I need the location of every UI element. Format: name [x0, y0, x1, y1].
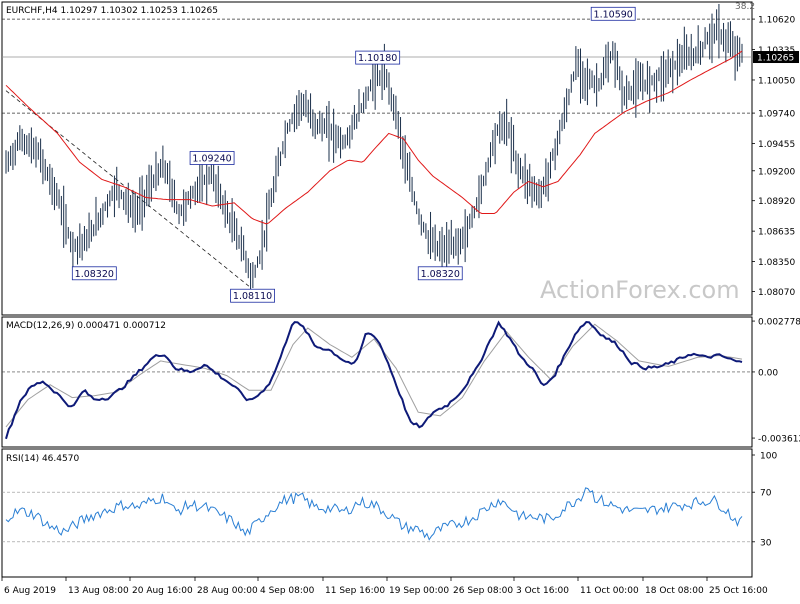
price-annotation: 1.10180: [355, 50, 401, 65]
macd-signal-line: [5, 323, 743, 428]
annotation-box: [417, 266, 463, 281]
macd-layer: [2, 320, 752, 440]
rsi-tick-label: 30: [760, 538, 772, 548]
price-annotations: 1.08320 1.09240 1.08110 1.10180 1.08320 1.105…: [71, 6, 636, 303]
chart-title: EURCHF,H4 1.10297 1.10302 1.10253 1.1026…: [6, 6, 218, 16]
x-tick-label: 11 Sep 16:00: [325, 586, 385, 596]
price-tick-label: 1.08070: [758, 288, 795, 298]
macd-panel-frame: [1, 316, 753, 448]
price-tick-label: 1.08635: [758, 228, 795, 238]
x-tick-label: 20 Aug 16:00: [132, 586, 193, 596]
annotation-box: [355, 50, 401, 65]
macd-line: [5, 320, 743, 440]
macd-label: MACD(12,26,9) 0.000471 0.000712: [6, 321, 166, 331]
annotation-box: [590, 6, 636, 21]
x-tick-label: 4 Sep 08:00: [260, 586, 315, 596]
rsi-panel-frame: [1, 448, 753, 578]
price-tick-label: 1.10620: [758, 16, 795, 26]
price-axis: 1.106201.103351.100501.097401.094551.092…: [752, 16, 799, 298]
annotation-text: 1.08320: [421, 269, 460, 280]
x-tick-label: 3 Oct 16:00: [516, 586, 569, 596]
annotation-text: 1.08320: [75, 269, 114, 280]
price-annotation: 1.08320: [71, 266, 117, 281]
price-tick-label: 1.09200: [758, 167, 795, 177]
x-tick-label: 18 Oct 08:00: [645, 586, 704, 596]
x-tick-label: 26 Sep 08:00: [453, 586, 513, 596]
price-panel-frame: [1, 1, 753, 316]
price-tick-label: 1.10050: [758, 76, 795, 86]
x-tick-label: 6 Aug 2019: [4, 586, 56, 596]
rsi-line: [5, 487, 743, 541]
x-tick-label: 11 Oct 00:00: [580, 586, 639, 596]
x-tick-label: 19 Sep 00:00: [389, 586, 449, 596]
annotation-text: 1.08110: [233, 291, 272, 302]
current-price-label: 1.10265: [757, 54, 794, 64]
rsi-axis: 100 70 30: [752, 452, 777, 548]
annotation-text: 1.10180: [358, 53, 397, 64]
sma-line: [5, 50, 743, 225]
rsi-tick-label: 100: [760, 452, 777, 462]
annotation-text: 1.10590: [594, 9, 633, 20]
price-tick-label: 1.09455: [758, 140, 795, 150]
price-annotation: 1.08320: [417, 266, 463, 281]
current-price-tag: [753, 51, 799, 64]
price-tick-label: 1.08920: [758, 197, 795, 207]
price-annotation: 1.09240: [189, 151, 235, 165]
price-annotation: 1.10590: [590, 6, 636, 21]
sma-path: [5, 50, 743, 225]
annotation-box: [230, 288, 275, 303]
candles: [5, 3, 743, 291]
annotation-text: 1.09240: [192, 154, 231, 165]
top-right-label: 38.2: [735, 2, 755, 12]
price-annotation: 1.08110: [230, 288, 275, 303]
x-tick-label: 28 Aug 00:00: [197, 586, 258, 596]
annotation-box: [189, 151, 235, 165]
x-tick-label: 13 Aug 08:00: [68, 586, 129, 596]
macd-tick-label: 0.002778: [758, 318, 800, 328]
rsi-label: RSI(14) 46.4570: [6, 454, 79, 464]
macd-axis: 0.002778 0.00 -0.003612: [752, 318, 800, 445]
price-tick-label: 1.08350: [758, 258, 795, 268]
price-tick-label: 1.09740: [758, 110, 795, 120]
rsi-layer: [2, 487, 752, 543]
macd-tick-label: 0.00: [758, 368, 778, 378]
annotation-box: [71, 266, 117, 281]
rsi-tick-label: 70: [760, 489, 772, 499]
watermark-text: ActionForex.com: [540, 276, 740, 304]
x-axis: 6 Aug 2019 13 Aug 08:00 20 Aug 16:00 28 Aug…: [1, 577, 768, 596]
macd-tick-label: -0.003612: [758, 435, 800, 445]
x-tick-label: 25 Oct 16:00: [709, 586, 768, 596]
